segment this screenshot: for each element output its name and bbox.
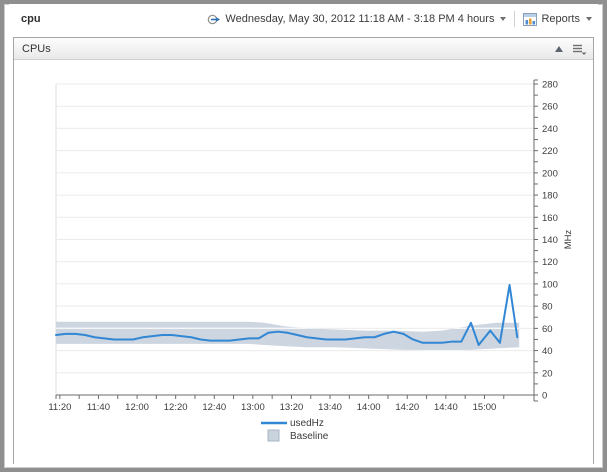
y-tick-label: 40 <box>542 346 553 357</box>
cpus-usage-chart: 11:20 11:40 12:00 12:20 12:40 13:00 13:20 13:40… <box>48 79 574 442</box>
x-tick-label: 14:20 <box>395 402 419 413</box>
y-tick-label: 240 <box>542 124 558 135</box>
y-tick-label: 140 <box>542 235 558 246</box>
cpus-panel-body: 11:20 11:40 12:00 12:20 12:40 13:00 13:20 13:40… <box>14 60 593 464</box>
x-tick-label: 12:20 <box>164 402 188 413</box>
chevron-down-icon <box>586 17 592 21</box>
reports-label: Reports <box>541 13 580 25</box>
x-tick-label: 14:40 <box>434 402 458 413</box>
y-tick-label: 100 <box>542 279 558 290</box>
baseline-band <box>56 321 520 351</box>
y-tick-label: 260 <box>542 102 558 113</box>
cpus-panel-header: CPUs <box>14 38 593 60</box>
y-tick-label: 220 <box>542 146 558 157</box>
cpus-panel: CPUs 11:20 11:40 12:00 12:20 12:40 13:00 13:20… <box>13 37 594 464</box>
y-tick-label: 80 <box>542 302 553 313</box>
collapse-panel-icon[interactable] <box>555 45 563 52</box>
x-tick-label: 13:40 <box>318 402 342 413</box>
chart-legend: usedHz Baseline <box>261 418 329 442</box>
panel-title: CPUs <box>22 42 51 55</box>
y-tick-label: 20 <box>542 368 553 379</box>
toolbar-divider <box>514 11 516 27</box>
panel-header-icons <box>555 43 587 55</box>
legend-label: usedHz <box>290 418 324 429</box>
y-tick-label: 120 <box>542 257 558 268</box>
y-tick-label: 60 <box>542 324 553 335</box>
x-tick-label: 11:40 <box>87 402 110 413</box>
x-tick-label: 12:40 <box>202 402 226 413</box>
y-tick-label: 160 <box>542 213 558 224</box>
top-bar: cpu Wednesday, May 30, 2012 11:18 AM - 3… <box>9 4 598 34</box>
time-range-selector[interactable]: Wednesday, May 30, 2012 11:18 AM - 3:18 … <box>207 13 507 26</box>
reports-icon <box>523 12 538 26</box>
x-tick-label: 11:20 <box>48 402 71 413</box>
page-title: cpu <box>21 13 41 25</box>
x-tick-label: 13:00 <box>241 402 265 413</box>
y-axis: 0 20 40 60 80 100 120 140 160 180 200 220 240 260 280 <box>533 79 558 402</box>
x-tick-label: 12:00 <box>125 402 149 413</box>
x-axis: 11:20 11:40 12:00 12:20 12:40 13:00 13:20 13:40… <box>48 394 534 413</box>
chevron-down-icon <box>500 17 507 21</box>
time-range-label: Wednesday, May 30, 2012 11:18 AM - 3:18 … <box>225 13 495 25</box>
legend-label: Baseline <box>290 431 329 442</box>
panel-menu-icon[interactable] <box>572 43 587 55</box>
x-tick-label: 13:20 <box>280 402 304 413</box>
y-tick-label: 0 <box>542 391 547 402</box>
y-tick-label: 280 <box>542 80 558 91</box>
x-tick-label: 14:00 <box>357 402 381 413</box>
x-tick-label: 15:00 <box>473 402 497 413</box>
usedhz-line <box>55 284 519 347</box>
reports-menu-button[interactable]: Reports <box>523 12 592 26</box>
y-tick-label: 180 <box>542 191 558 202</box>
y-tick-label: 200 <box>542 168 558 179</box>
topbar-controls: Wednesday, May 30, 2012 11:18 AM - 3:18 … <box>207 11 598 27</box>
y-axis-title: MHz <box>563 229 574 249</box>
time-range-icon <box>208 14 221 24</box>
